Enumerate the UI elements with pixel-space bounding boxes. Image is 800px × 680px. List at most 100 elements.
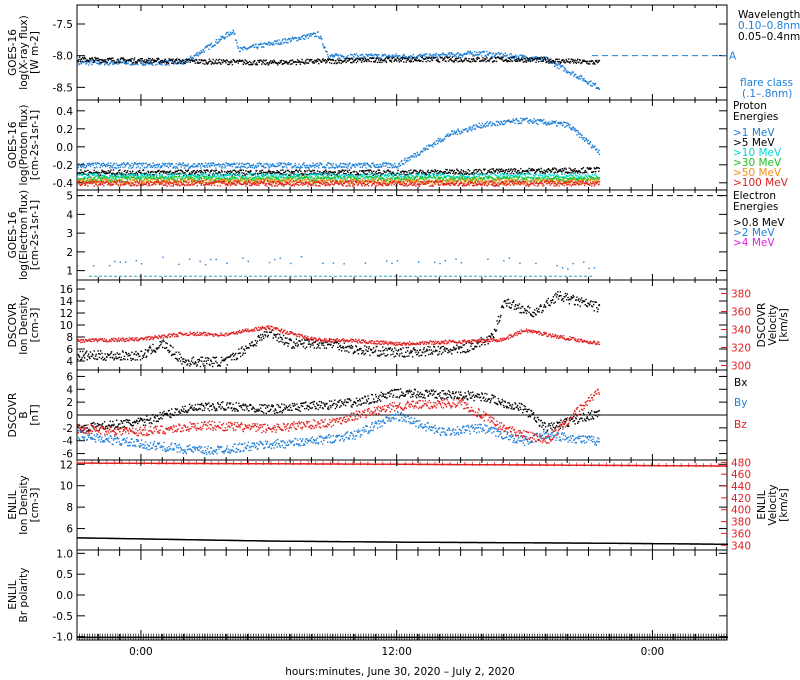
data-point: [310, 172, 312, 174]
data-point: [105, 165, 107, 168]
data-point: [330, 171, 332, 174]
data-point: [298, 163, 300, 165]
data-point: [286, 41, 288, 44]
data-point: [342, 173, 344, 176]
data-point: [225, 175, 227, 177]
data-point: [528, 58, 530, 60]
data-point: [407, 174, 409, 176]
data-point: [195, 176, 198, 179]
data-point: [198, 178, 200, 181]
data-point: [236, 42, 238, 44]
data-point: [215, 167, 217, 169]
data-point: [415, 57, 417, 59]
data-point: [577, 78, 579, 80]
data-point: [148, 62, 150, 64]
data-point: [592, 63, 594, 65]
data-point: [378, 165, 380, 167]
data-point: [558, 169, 560, 171]
data-point: [552, 168, 555, 171]
data-point: [214, 164, 216, 166]
data-point: [301, 172, 303, 175]
data-point: [572, 59, 574, 61]
data-point: [506, 59, 508, 62]
data-point: [389, 60, 391, 62]
data-point: [383, 170, 385, 172]
data-point: [528, 167, 530, 170]
data-point: [112, 57, 114, 59]
data-point: [510, 57, 512, 59]
data-point: [242, 169, 244, 171]
data-point: [337, 172, 339, 174]
data-point: [489, 168, 491, 171]
data-point: [555, 175, 557, 178]
data-point: [140, 176, 142, 178]
data-point: [494, 171, 496, 173]
data-point: [237, 166, 239, 168]
data-point: [412, 60, 415, 63]
data-point: [387, 58, 390, 60]
data-point: [257, 176, 259, 178]
data-point: [473, 59, 475, 61]
data-point: [467, 60, 469, 62]
data-point: [358, 162, 360, 164]
data-point: [477, 126, 480, 128]
flare-class-label: flare class: [740, 77, 793, 89]
data-point: [231, 61, 233, 63]
data-point: [308, 174, 310, 176]
data-point: [550, 123, 553, 125]
data-point: [399, 55, 401, 57]
data-point: [580, 136, 583, 139]
data-point: [527, 176, 530, 179]
data-point: [283, 41, 285, 44]
data-point: [321, 174, 324, 176]
data-point: [122, 166, 124, 169]
data-point: [328, 173, 330, 175]
data-point: [252, 174, 254, 176]
data-point: [207, 62, 209, 64]
data-point: [148, 171, 150, 173]
data-point: [163, 163, 165, 165]
data-point: [437, 142, 439, 145]
data-point: [300, 165, 302, 167]
data-point: [431, 177, 434, 179]
data-point: [334, 176, 337, 178]
data-point: [564, 61, 567, 64]
data-point: [513, 173, 515, 175]
data-point: [148, 60, 150, 62]
data-point: [311, 165, 313, 167]
data-point: [109, 57, 111, 59]
data-point: [543, 57, 546, 59]
data-point: [499, 53, 501, 55]
data-point: [516, 172, 518, 175]
data-point: [231, 163, 233, 165]
data-point: [195, 171, 197, 173]
data-point: [278, 175, 280, 177]
data-point: [279, 62, 281, 64]
data-point: [224, 36, 227, 39]
data-point: [405, 56, 407, 58]
data-point: [208, 61, 210, 63]
data-point: [188, 172, 191, 174]
data-point: [304, 176, 306, 178]
data-point: [375, 164, 377, 166]
data-point: [284, 163, 287, 165]
data-point: [224, 38, 226, 40]
data-point: [130, 60, 133, 62]
data-point: [552, 120, 555, 123]
data-point: [169, 177, 172, 180]
data-point: [374, 173, 376, 175]
data-point: [401, 177, 403, 179]
data-point: [425, 148, 427, 150]
data-point: [495, 57, 497, 59]
data-point: [101, 169, 103, 171]
data-point: [472, 128, 474, 130]
data-point: [447, 172, 449, 174]
data-point: [346, 167, 349, 169]
data-point: [151, 165, 153, 167]
data-point: [149, 177, 151, 179]
data-point: [398, 163, 400, 166]
data-point: [112, 176, 115, 179]
data-point: [483, 176, 485, 179]
data-point: [484, 175, 487, 178]
data-point: [269, 44, 271, 46]
